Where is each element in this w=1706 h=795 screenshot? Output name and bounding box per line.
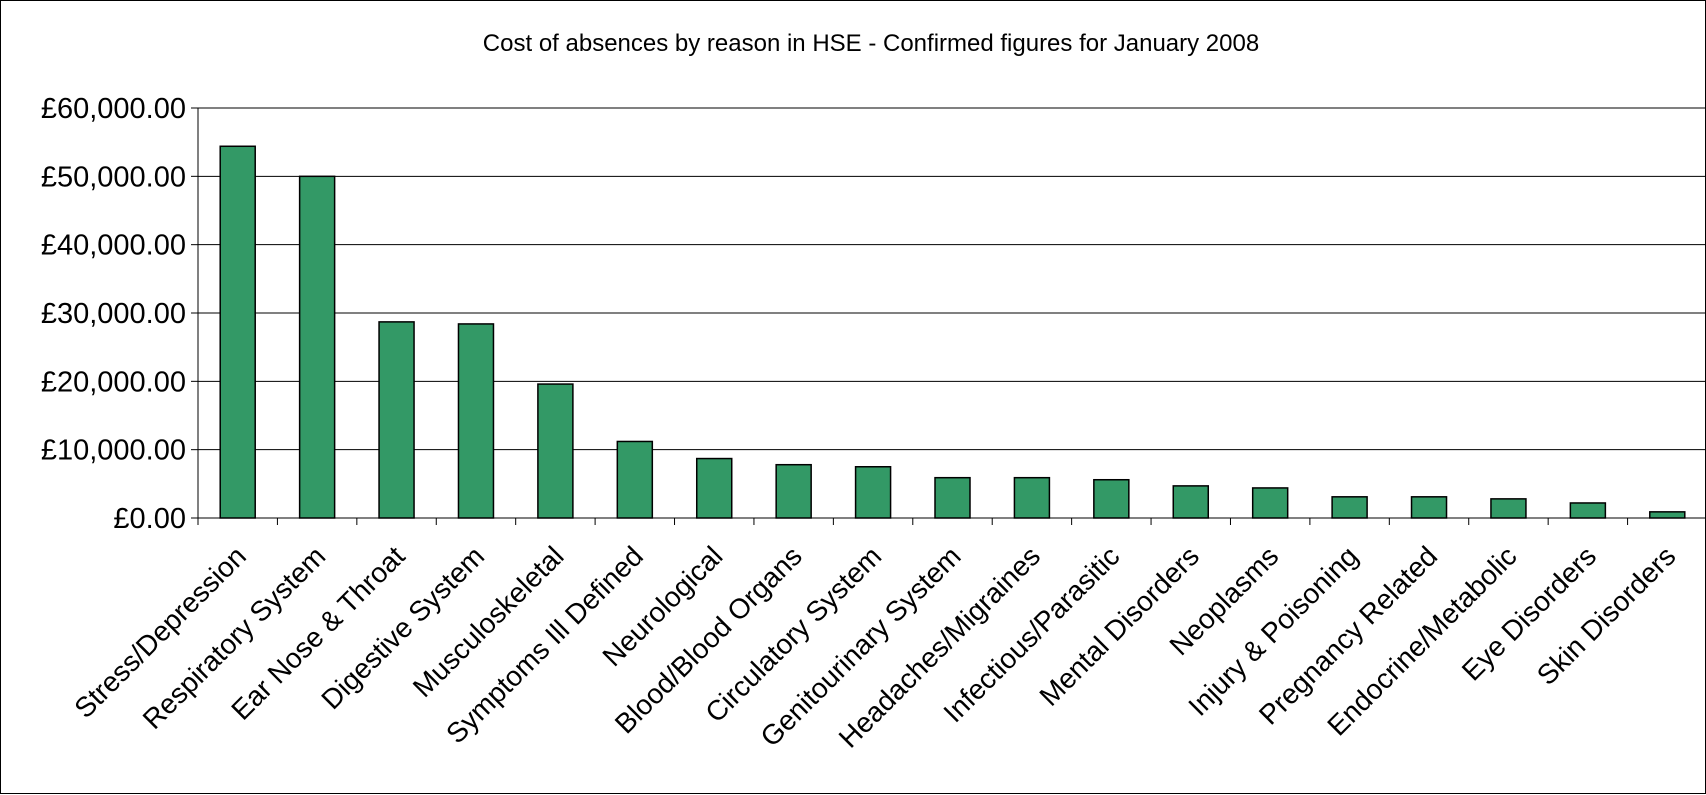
axes	[191, 107, 1706, 525]
bar	[1172, 485, 1210, 519]
bars	[219, 145, 1686, 519]
bar	[775, 463, 812, 519]
bar	[695, 457, 733, 519]
y-tick-label: £30,000.00	[41, 298, 186, 330]
bar	[457, 323, 495, 519]
bar	[854, 466, 892, 519]
y-tick-label: £0.00	[113, 503, 186, 535]
bar	[1569, 502, 1607, 519]
bar	[1490, 498, 1527, 519]
y-tick-label: £10,000.00	[41, 435, 186, 467]
y-tick-label: £60,000.00	[41, 93, 186, 125]
gridlines	[198, 107, 1706, 451]
bar	[219, 145, 256, 519]
chart-title: Cost of absences by reason in HSE - Conf…	[483, 30, 1259, 57]
y-tick-label: £50,000.00	[41, 161, 186, 193]
y-tick-label: £40,000.00	[41, 230, 186, 262]
bar	[934, 476, 971, 519]
bar	[1251, 487, 1289, 519]
bar	[1013, 476, 1051, 519]
bar	[298, 175, 336, 519]
y-tick-label: £20,000.00	[41, 366, 186, 398]
bar	[1331, 496, 1368, 519]
bar	[1649, 511, 1686, 519]
bar	[537, 383, 574, 519]
bar	[1410, 496, 1448, 519]
bar	[616, 440, 654, 519]
bar	[1093, 478, 1130, 519]
y-axis-labels: £0.00 £10,000.00 £20,000.00 £30,000.00 £40,0…	[41, 93, 186, 535]
x-tick-label: Skin Disorders	[1531, 540, 1682, 691]
bar	[378, 321, 415, 519]
